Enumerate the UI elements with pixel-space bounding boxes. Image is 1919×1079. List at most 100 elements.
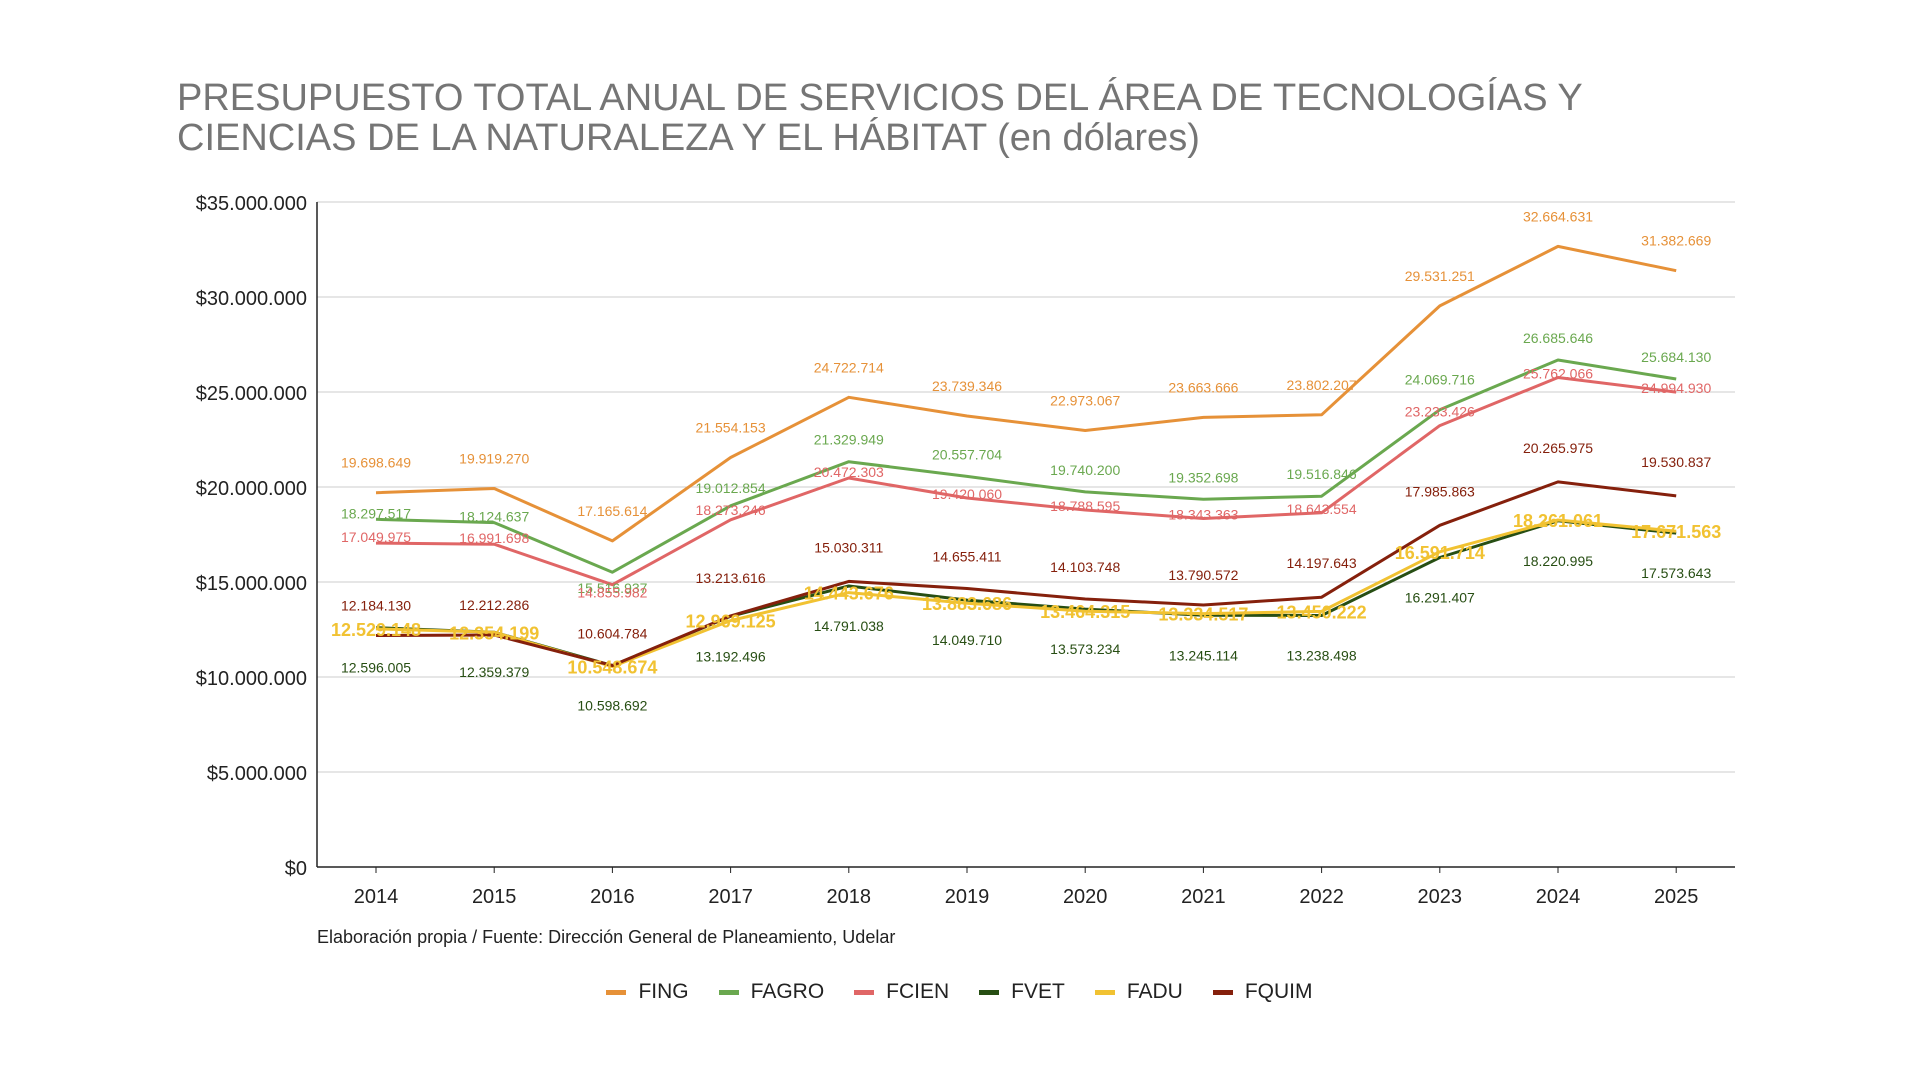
x-tick-label: 2023 [1418, 886, 1463, 908]
chart-title: PRESUPUESTO TOTAL ANUAL DE SERVICIOS DEL… [177, 78, 1777, 158]
y-tick-label: $10.000.000 [196, 668, 307, 690]
data-label-fing: 32.664.631 [1523, 208, 1593, 224]
data-label-fadu: 12.969.125 [686, 612, 776, 632]
data-label-fadu: 16.591.714 [1395, 543, 1485, 563]
chart-title-line-1: PRESUPUESTO TOTAL ANUAL DE SERVICIOS DEL… [177, 77, 1583, 119]
data-label-fing: 21.554.153 [696, 419, 766, 435]
data-label-fing: 17.165.614 [577, 503, 647, 519]
y-tick-label: $15.000.000 [196, 573, 307, 595]
legend-item-fadu: FADU [1094, 980, 1183, 1004]
data-label-fvet: 12.596.005 [341, 660, 411, 676]
data-label-fcien: 18.343.363 [1168, 506, 1238, 522]
legend-label: FQUIM [1244, 980, 1313, 1003]
legend-label: FVET [1011, 980, 1065, 1003]
legend-swatch [1212, 989, 1233, 995]
legend-swatch [1094, 989, 1115, 995]
data-label-fquim: 15.030.311 [814, 539, 883, 555]
data-label-fagro: 20.557.704 [932, 446, 1002, 462]
data-label-fing: 23.663.666 [1168, 379, 1238, 395]
data-label-fing: 29.531.251 [1405, 268, 1475, 284]
legend-label: FAGRO [750, 980, 825, 1003]
chart-title-line-2: CIENCIAS DE LA NATURALEZA Y EL HÁBITAT (… [177, 117, 1200, 159]
x-tick-label: 2016 [590, 886, 635, 908]
y-tick-label: $0 [285, 858, 307, 880]
data-label-fcien: 20.472.303 [814, 464, 884, 480]
data-label-fing: 23.739.346 [932, 378, 1002, 394]
legend-item-fvet: FVET [979, 980, 1065, 1004]
data-label-fquim: 13.790.572 [1168, 567, 1238, 583]
legend-label: FADU [1126, 980, 1183, 1003]
data-label-fagro: 26.685.646 [1523, 330, 1593, 346]
data-label-fquim: 20.265.975 [1523, 440, 1593, 456]
legend-swatch [979, 989, 1000, 995]
legend-item-fing: FING [606, 980, 689, 1004]
y-tick-label: $35.000.000 [196, 193, 307, 215]
data-label-fcien: 18.273.246 [696, 502, 766, 518]
series-line-fcien [375, 376, 1677, 587]
legend-item-fcien: FCIEN [854, 980, 949, 1004]
data-label-fadu: 17.671.563 [1631, 522, 1721, 542]
data-label-fing: 19.919.270 [459, 451, 529, 467]
data-label-fcien: 18.788.595 [1050, 498, 1120, 514]
data-label-fing: 24.722.714 [814, 359, 884, 375]
data-label-fvet: 13.238.498 [1287, 647, 1357, 663]
legend-swatch [718, 989, 739, 995]
y-tick-label: $25.000.000 [196, 383, 307, 405]
legend-swatch [854, 989, 875, 995]
x-tick-label: 2019 [945, 886, 990, 908]
data-label-fquim: 12.184.130 [341, 598, 411, 614]
x-tick-label: 2022 [1299, 886, 1344, 908]
data-label-fcien: 24.994.930 [1641, 380, 1711, 396]
data-label-fcien: 16.991.698 [459, 530, 529, 546]
data-label-fagro: 19.516.846 [1287, 466, 1357, 482]
data-label-fquim: 19.530.837 [1641, 454, 1711, 470]
series-line-fing [375, 244, 1677, 543]
data-label-fing: 19.698.649 [341, 455, 411, 471]
data-label-fadu: 12.529.148 [331, 620, 421, 640]
data-label-fing: 22.973.067 [1050, 393, 1120, 409]
data-label-fquim: 10.604.784 [577, 626, 647, 642]
data-label-fquim: 12.212.286 [459, 597, 529, 613]
data-label-fagro: 18.297.517 [341, 505, 411, 521]
data-label-fagro: 25.684.130 [1641, 349, 1711, 365]
data-label-fquim: 14.655.411 [932, 549, 1001, 565]
x-tick-label: 2025 [1654, 886, 1699, 908]
legend-label: FING [638, 980, 689, 1003]
data-label-fing: 31.382.669 [1641, 233, 1711, 249]
chart-legend: FING FAGRO FCIEN FVET FADU FQUIM [0, 980, 1919, 1004]
x-tick-label: 2024 [1536, 886, 1581, 908]
data-label-fcien: 18.643.554 [1287, 501, 1357, 517]
data-label-fvet: 14.791.038 [814, 618, 884, 634]
legend-item-fagro: FAGRO [718, 980, 825, 1004]
data-label-fadu: 12.354.199 [449, 623, 539, 643]
data-label-fvet: 14.049.710 [932, 632, 1002, 648]
data-label-fing: 23.802.207 [1287, 377, 1357, 393]
data-label-fagro: 18.124.637 [459, 509, 529, 525]
data-label-fvet: 18.220.995 [1523, 553, 1593, 569]
x-tick-label: 2014 [354, 886, 399, 908]
data-label-fadu: 18.261.061 [1513, 511, 1603, 531]
data-label-fagro: 19.352.698 [1168, 469, 1238, 485]
data-label-fagro: 19.740.200 [1050, 462, 1120, 478]
series-line-fquim [375, 480, 1677, 667]
data-label-fcien: 23.233.426 [1405, 404, 1475, 420]
y-tick-label: $5.000.000 [207, 763, 307, 785]
data-label-fquim: 14.197.643 [1287, 555, 1357, 571]
data-label-fquim: 14.103.748 [1050, 559, 1120, 575]
data-label-fadu: 13.883.686 [922, 594, 1012, 614]
data-label-fquim: 13.213.616 [696, 570, 766, 586]
data-label-fcien: 25.762.066 [1523, 366, 1593, 382]
x-tick-label: 2015 [472, 886, 517, 908]
y-tick-label: $30.000.000 [196, 288, 307, 310]
data-label-fvet: 10.598.692 [577, 698, 647, 714]
x-tick-label: 2021 [1181, 886, 1226, 908]
data-label-fvet: 13.245.114 [1169, 647, 1238, 663]
data-label-fvet: 12.359.379 [459, 664, 529, 680]
data-label-fadu: 13.450.222 [1277, 602, 1367, 622]
data-label-fcien: 17.049.975 [341, 529, 411, 545]
data-label-fvet: 13.573.234 [1050, 641, 1120, 657]
data-label-fagro: 24.069.716 [1405, 372, 1475, 388]
data-label-fagro: 19.012.854 [696, 480, 766, 496]
legend-item-fquim: FQUIM [1212, 980, 1313, 1004]
